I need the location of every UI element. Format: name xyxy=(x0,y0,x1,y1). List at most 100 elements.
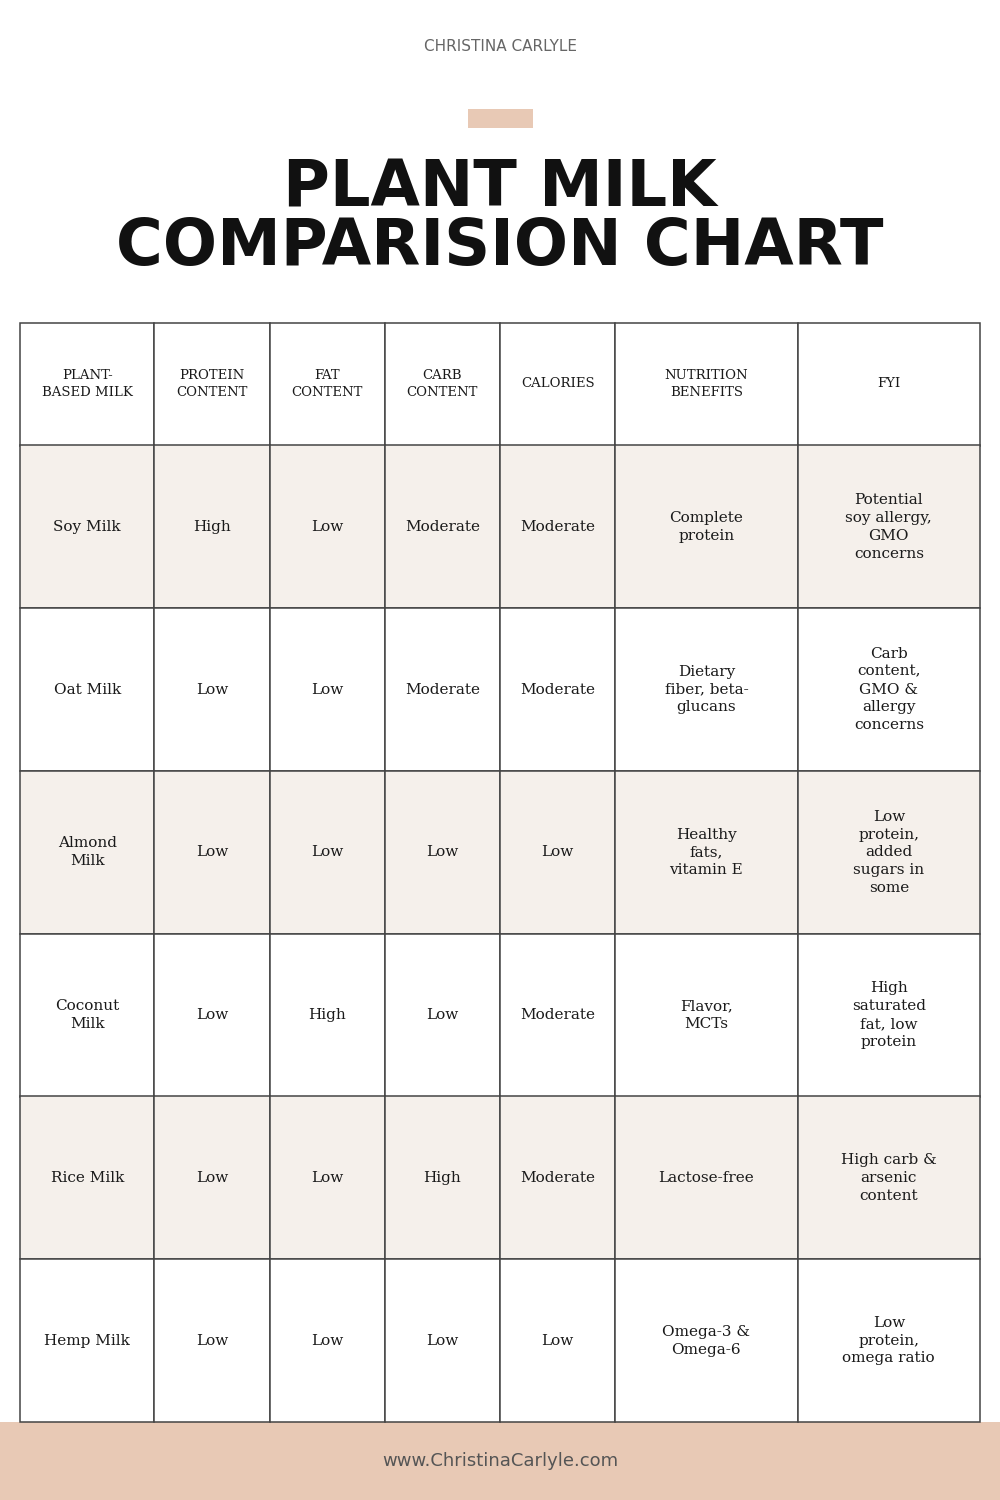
Text: Moderate: Moderate xyxy=(520,682,595,696)
Text: High: High xyxy=(193,520,231,534)
Text: FAT
CONTENT: FAT CONTENT xyxy=(292,369,363,399)
Bar xyxy=(154,933,270,1096)
Text: Low: Low xyxy=(311,1334,343,1347)
Text: Healthy
fats,
vitamin E: Healthy fats, vitamin E xyxy=(670,828,743,878)
Text: Low: Low xyxy=(196,846,228,859)
Bar xyxy=(385,322,500,446)
Bar xyxy=(798,608,980,771)
Bar xyxy=(270,771,385,933)
Bar xyxy=(385,446,500,609)
Text: PLANT-
BASED MILK: PLANT- BASED MILK xyxy=(42,369,133,399)
Bar xyxy=(798,446,980,609)
Bar xyxy=(468,110,532,128)
Text: Soy Milk: Soy Milk xyxy=(53,520,121,534)
Text: Low: Low xyxy=(196,1008,228,1022)
Text: Low: Low xyxy=(311,1172,343,1185)
Text: Oat Milk: Oat Milk xyxy=(54,682,121,696)
Bar xyxy=(615,608,798,771)
Text: PLANT MILK
COMPARISION CHART: PLANT MILK COMPARISION CHART xyxy=(116,158,884,278)
Text: www.ChristinaCarlyle.com: www.ChristinaCarlyle.com xyxy=(382,1452,618,1470)
Bar xyxy=(154,1258,270,1422)
Bar xyxy=(154,608,270,771)
Text: Low: Low xyxy=(196,1172,228,1185)
Bar xyxy=(500,933,615,1096)
Bar xyxy=(20,322,154,446)
Text: CALORIES: CALORIES xyxy=(521,378,594,390)
Bar xyxy=(500,608,615,771)
Bar xyxy=(500,1258,615,1422)
Text: Moderate: Moderate xyxy=(520,520,595,534)
Text: Almond
Milk: Almond Milk xyxy=(58,837,117,868)
Bar xyxy=(798,771,980,933)
Bar xyxy=(154,771,270,933)
Bar xyxy=(20,933,154,1096)
Text: Coconut
Milk: Coconut Milk xyxy=(55,999,119,1030)
Bar xyxy=(270,446,385,609)
Text: Low: Low xyxy=(541,1334,574,1347)
Text: Low: Low xyxy=(426,1334,459,1347)
Text: Potential
soy allergy,
GMO
concerns: Potential soy allergy, GMO concerns xyxy=(845,494,932,561)
Bar xyxy=(798,1258,980,1422)
Bar xyxy=(270,1096,385,1258)
Bar xyxy=(500,1096,615,1258)
Text: Carb
content,
GMO &
allergy
concerns: Carb content, GMO & allergy concerns xyxy=(854,646,924,732)
Bar xyxy=(385,608,500,771)
Bar xyxy=(270,608,385,771)
Bar xyxy=(615,322,798,446)
Bar xyxy=(615,1096,798,1258)
Text: Low: Low xyxy=(426,846,459,859)
Bar xyxy=(20,1096,154,1258)
Bar xyxy=(20,608,154,771)
Bar xyxy=(500,322,615,446)
Text: Low: Low xyxy=(311,682,343,696)
Text: High: High xyxy=(308,1008,346,1022)
Text: Flavor,
MCTs: Flavor, MCTs xyxy=(680,999,733,1030)
Text: High carb &
arsenic
content: High carb & arsenic content xyxy=(841,1154,937,1203)
Text: Low: Low xyxy=(426,1008,459,1022)
Bar xyxy=(615,446,798,609)
Text: High: High xyxy=(424,1172,461,1185)
Text: Low
protein,
omega ratio: Low protein, omega ratio xyxy=(842,1316,935,1365)
Text: NUTRITION
BENEFITS: NUTRITION BENEFITS xyxy=(665,369,748,399)
Text: Moderate: Moderate xyxy=(520,1172,595,1185)
Text: High
saturated
fat, low
protein: High saturated fat, low protein xyxy=(852,981,926,1048)
Text: Dietary
fiber, beta-
glucans: Dietary fiber, beta- glucans xyxy=(665,664,748,714)
Text: Low: Low xyxy=(196,682,228,696)
Bar xyxy=(20,1258,154,1422)
Bar xyxy=(798,322,980,446)
Text: Rice Milk: Rice Milk xyxy=(51,1172,124,1185)
Text: FYI: FYI xyxy=(877,378,900,390)
Bar xyxy=(0,1422,1000,1500)
Bar xyxy=(615,933,798,1096)
Text: Moderate: Moderate xyxy=(405,520,480,534)
Text: Moderate: Moderate xyxy=(405,682,480,696)
Bar xyxy=(20,771,154,933)
Text: Hemp Milk: Hemp Milk xyxy=(44,1334,130,1347)
Bar xyxy=(385,771,500,933)
Text: Low: Low xyxy=(311,520,343,534)
Bar xyxy=(500,446,615,609)
Text: Complete
protein: Complete protein xyxy=(669,512,743,543)
Bar xyxy=(154,446,270,609)
Bar xyxy=(385,933,500,1096)
Text: Low: Low xyxy=(196,1334,228,1347)
Bar xyxy=(798,1096,980,1258)
Bar xyxy=(798,933,980,1096)
Bar xyxy=(270,322,385,446)
Text: CARB
CONTENT: CARB CONTENT xyxy=(407,369,478,399)
Text: Lactose-free: Lactose-free xyxy=(659,1172,754,1185)
Text: Low: Low xyxy=(541,846,574,859)
Bar xyxy=(615,771,798,933)
Bar xyxy=(154,1096,270,1258)
Bar xyxy=(385,1258,500,1422)
Bar xyxy=(270,1258,385,1422)
Bar xyxy=(500,771,615,933)
Bar xyxy=(154,322,270,446)
Bar xyxy=(270,933,385,1096)
Bar xyxy=(615,1258,798,1422)
Text: Low
protein,
added
sugars in
some: Low protein, added sugars in some xyxy=(853,810,924,895)
Text: PROTEIN
CONTENT: PROTEIN CONTENT xyxy=(176,369,248,399)
Bar xyxy=(385,1096,500,1258)
Text: Omega-3 &
Omega-6: Omega-3 & Omega-6 xyxy=(662,1324,750,1356)
Text: Low: Low xyxy=(311,846,343,859)
